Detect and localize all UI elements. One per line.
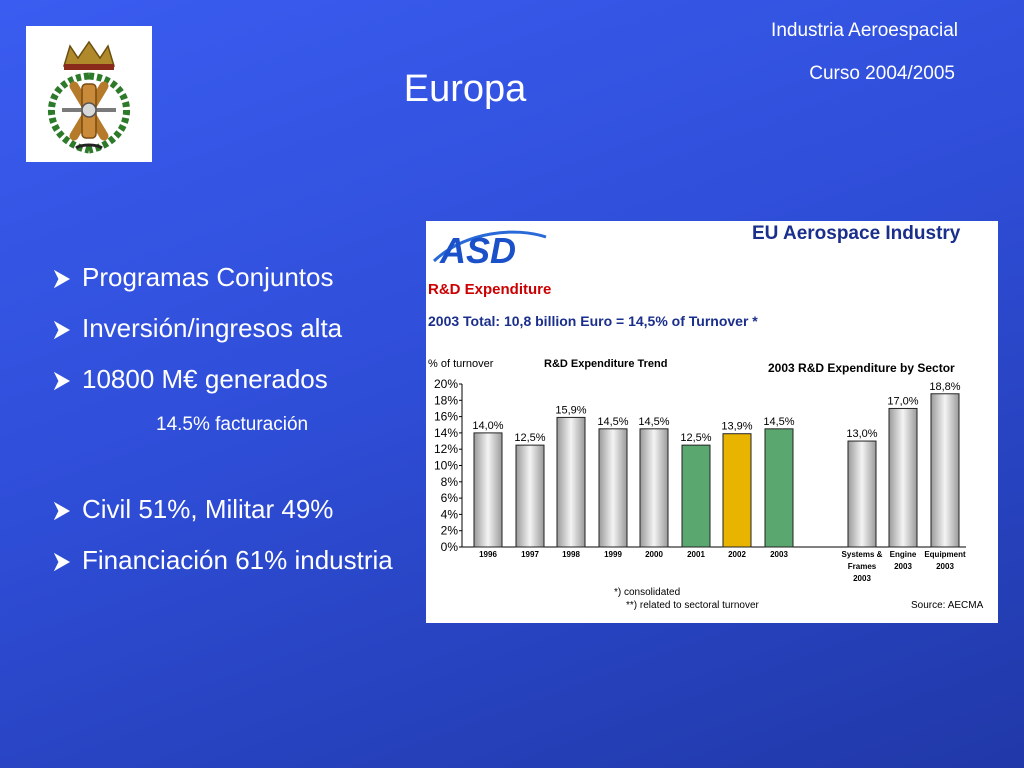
course-name: Industria Aeroespacial <box>771 20 958 41</box>
asd-logo: ASD <box>432 230 547 271</box>
chart-bar <box>930 393 960 548</box>
logo <box>26 26 152 162</box>
x-tick-label: Equipment <box>924 550 966 559</box>
bullet-text: 10800 M€ generados <box>82 364 328 394</box>
bullet-text: Financiación 61% industria <box>82 545 393 575</box>
chart-bar <box>888 407 918 548</box>
page-title: Europa <box>403 68 527 110</box>
x-tick-label: 1998 <box>562 550 580 559</box>
x-tick-label: 2000 <box>645 550 663 559</box>
x-tick-label: Engine <box>890 550 917 559</box>
y-tick-label: 0% <box>441 540 459 554</box>
bullet-item: Civil 51%, Militar 49% <box>52 494 333 525</box>
footnote-sectoral: **) related to sectoral turnover <box>626 600 759 611</box>
chart-bar <box>556 416 586 548</box>
y-tick-label: 16% <box>434 410 458 424</box>
bullet-text: Inversión/ingresos alta <box>82 313 343 343</box>
chart-bar <box>764 428 794 548</box>
trend-label: R&D Expenditure Trend <box>544 358 668 370</box>
bar-data-label: 15,9% <box>555 404 586 416</box>
bullet-item: Financiación 61% industria <box>52 545 393 576</box>
bar-data-label: 14,5% <box>597 416 628 428</box>
figure-subheading: R&D Expenditure <box>428 281 552 298</box>
bar-data-label: 14,5% <box>638 416 669 428</box>
chart-bar <box>515 444 545 548</box>
y-tick-label: 20% <box>434 377 458 391</box>
x-tick-label: 2003 <box>770 550 788 559</box>
rd-expenditure-chart: ASD 0% 2% 4% 6% 8% 10% 12% 14% 16% 18% 20% 14,0% 19… <box>432 230 966 583</box>
y-tick-label: 8% <box>441 475 459 489</box>
arrow-bullet-icon <box>53 501 71 521</box>
chart-bar <box>598 428 628 548</box>
x-tick-label: 2001 <box>687 550 705 559</box>
chart-bar <box>722 433 752 548</box>
sector-label: 2003 R&D Expenditure by Sector <box>768 361 955 375</box>
figure-heading: EU Aerospace Industry <box>752 223 961 244</box>
y-tick-label: 4% <box>441 507 459 521</box>
course-year: Curso 2004/2005 <box>809 63 955 84</box>
chart-ylabel: % of turnover <box>428 358 494 370</box>
bullet-item: Programas Conjuntos <box>52 262 333 293</box>
x-tick-label: 2003 <box>894 562 912 571</box>
y-tick-label: 18% <box>434 393 458 407</box>
chart-bar <box>847 440 877 548</box>
bar-data-label: 18,8% <box>929 381 960 393</box>
footnote-consolidated: *) consolidated <box>614 587 681 598</box>
bar-data-label: 12,5% <box>514 432 545 444</box>
y-tick-label: 6% <box>441 491 459 505</box>
arrow-bullet-icon <box>53 371 71 391</box>
bullet-item: 10800 M€ generados <box>52 364 328 395</box>
university-crest-icon <box>48 40 130 154</box>
bar-data-label: 17,0% <box>887 395 918 407</box>
bullet-item: Inversión/ingresos alta <box>52 313 342 344</box>
chart-bar <box>681 444 711 548</box>
bullet-text: Civil 51%, Militar 49% <box>82 494 334 524</box>
y-tick-label: 12% <box>434 442 458 456</box>
x-tick-label: 1996 <box>479 550 497 559</box>
rd-expenditure-figure: ASD 0% 2% 4% 6% 8% 10% 12% 14% 16% 18% 20% 14,0% 19… <box>426 221 998 623</box>
figure-total-line: 2003 Total: 10,8 billion Euro = 14,5% of… <box>428 313 758 329</box>
bar-data-label: 13,0% <box>846 428 877 440</box>
x-tick-label: 2003 <box>853 574 871 583</box>
y-tick-label: 10% <box>434 459 458 473</box>
figure-source: Source: AECMA <box>911 600 984 611</box>
chart-bar <box>473 432 503 548</box>
bar-data-label: 14,5% <box>763 416 794 428</box>
arrow-bullet-icon <box>53 552 71 572</box>
arrow-bullet-icon <box>53 269 71 289</box>
arrow-bullet-icon <box>53 320 71 340</box>
bar-data-label: 13,9% <box>721 421 752 433</box>
bar-data-label: 14,0% <box>472 420 503 432</box>
x-tick-label: 1997 <box>521 550 539 559</box>
asd-logo-text: ASD <box>439 230 516 271</box>
y-tick-label: 14% <box>434 426 458 440</box>
x-tick-label: Frames <box>848 562 877 571</box>
x-tick-label: 2003 <box>936 562 954 571</box>
chart-bar <box>639 428 669 548</box>
bullet-text: Programas Conjuntos <box>82 262 334 292</box>
bullet-subnote: 14.5% facturación <box>156 414 309 435</box>
bar-data-label: 12,5% <box>680 432 711 444</box>
y-tick-label: 2% <box>441 524 459 538</box>
x-tick-label: 1999 <box>604 550 622 559</box>
x-tick-label: 2002 <box>728 550 746 559</box>
x-tick-label: Systems & <box>842 550 883 559</box>
